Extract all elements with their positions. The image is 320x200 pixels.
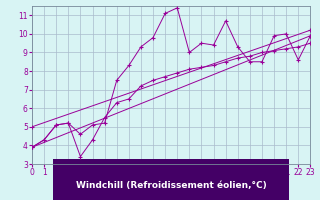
X-axis label: Windchill (Refroidissement éolien,°C): Windchill (Refroidissement éolien,°C) — [76, 181, 267, 190]
